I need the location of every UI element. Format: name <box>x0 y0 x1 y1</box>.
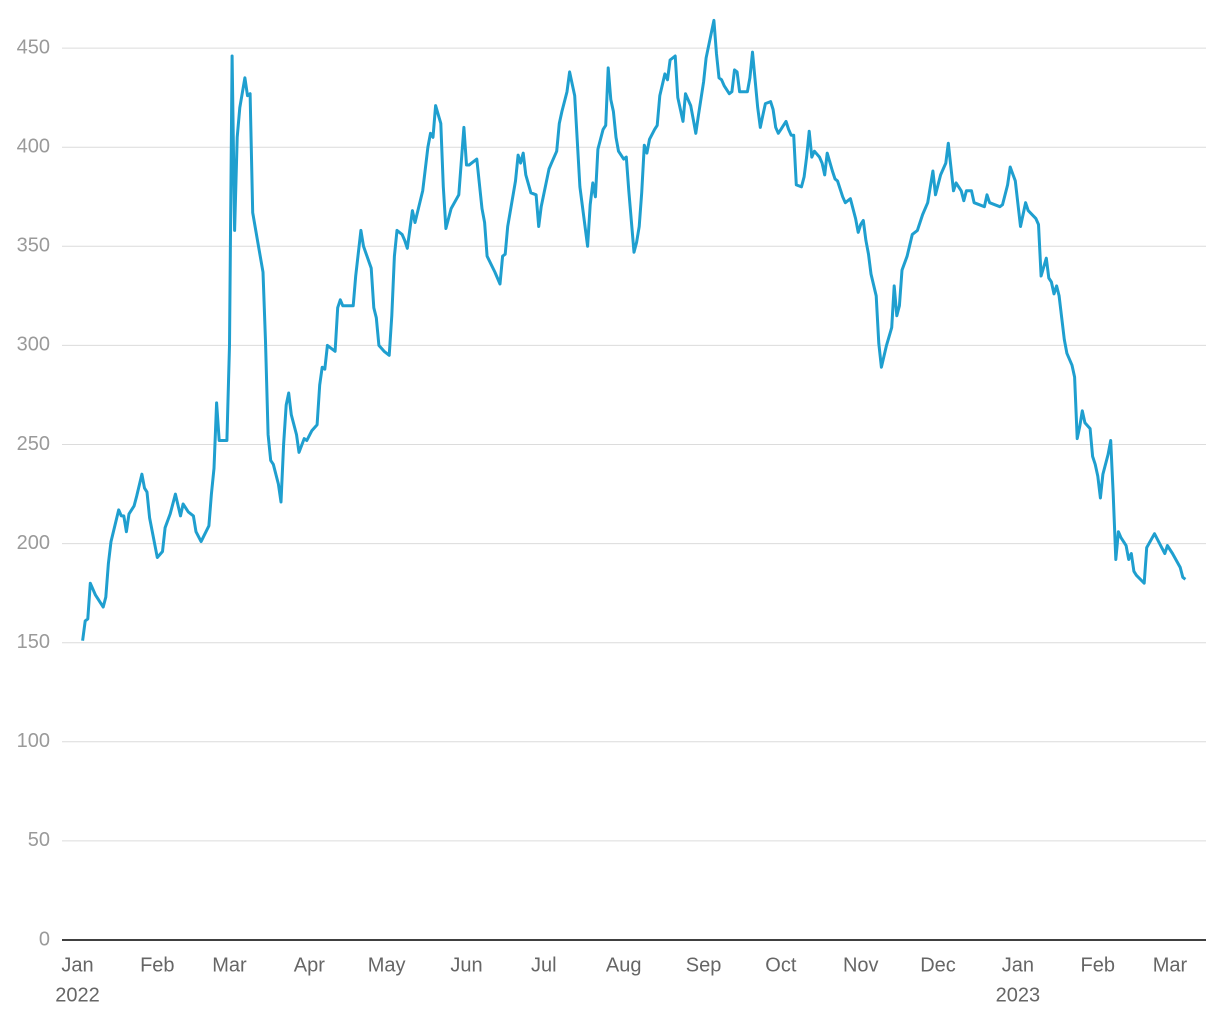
x-tick-label: Mar <box>1153 954 1188 976</box>
x-tick-label: Feb <box>140 954 174 976</box>
x-tick-label: Jan <box>61 954 93 976</box>
x-tick-label: Mar <box>212 954 247 976</box>
x-tick-label: Aug <box>606 954 642 976</box>
y-tick-label: 200 <box>17 532 50 554</box>
y-tick-label: 350 <box>17 235 50 257</box>
y-tick-label: 250 <box>17 433 50 455</box>
y-tick-label: 150 <box>17 631 50 653</box>
x-tick-label: Jan <box>1002 954 1034 976</box>
y-tick-label: 450 <box>17 36 50 58</box>
x-tick-label: Oct <box>765 954 797 976</box>
x-tick-label: Jul <box>531 954 557 976</box>
x-tick-label: Nov <box>843 954 879 976</box>
y-tick-label: 0 <box>39 928 50 950</box>
x-tick-label: Jun <box>450 954 482 976</box>
y-tick-label: 100 <box>17 730 50 752</box>
y-tick-label: 50 <box>28 829 50 851</box>
x-tick-label: Feb <box>1081 954 1115 976</box>
data-line <box>81 18 1187 641</box>
x-tick-label: May <box>368 954 406 976</box>
x-tick-label: Dec <box>920 954 956 976</box>
year-label: 2023 <box>996 984 1041 1006</box>
x-tick-label: Sep <box>686 954 722 976</box>
year-label: 2022 <box>55 984 100 1006</box>
y-tick-label: 300 <box>17 334 50 356</box>
x-tick-label: Apr <box>294 954 325 976</box>
y-tick-label: 400 <box>17 135 50 157</box>
